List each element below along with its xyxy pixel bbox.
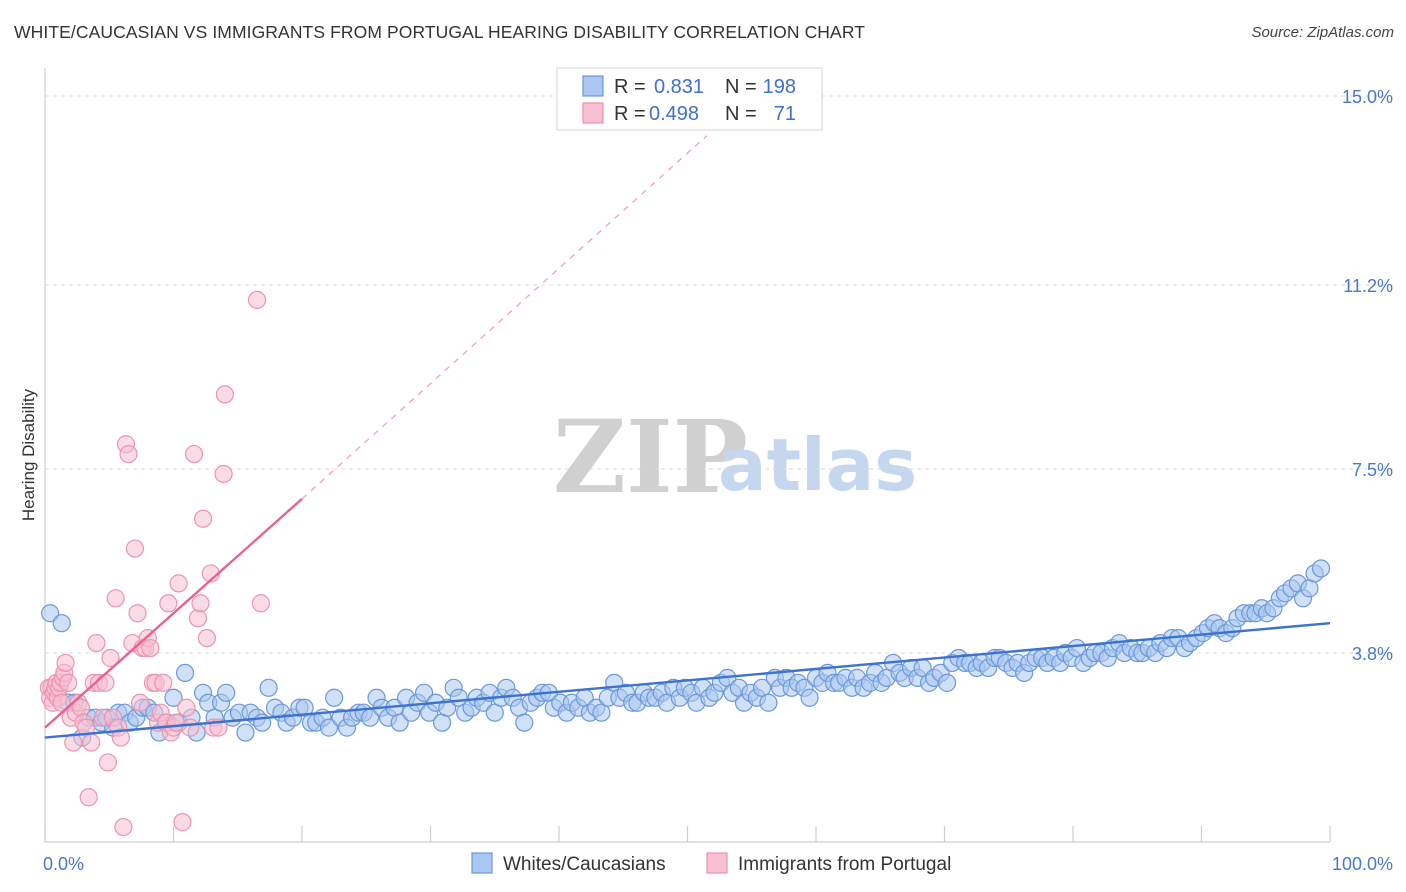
point-portugal bbox=[214, 464, 233, 484]
point-whites bbox=[390, 713, 409, 732]
y-tick-label: 7.5% bbox=[1352, 460, 1393, 480]
point-portugal bbox=[193, 509, 213, 528]
point-portugal bbox=[125, 539, 145, 558]
point-whites bbox=[217, 683, 236, 702]
x-tick-label-end: 100.0% bbox=[1332, 854, 1393, 874]
point-whites bbox=[800, 688, 819, 707]
point-whites bbox=[515, 713, 534, 732]
point-whites bbox=[41, 604, 60, 623]
point-portugal bbox=[191, 594, 210, 613]
point-portugal bbox=[188, 609, 208, 628]
point-portugal bbox=[154, 673, 173, 692]
point-portugal bbox=[251, 594, 270, 613]
correlation-legend: R = 0.831 N = 198 R = 0.498 N = 71 bbox=[556, 67, 823, 131]
point-portugal bbox=[114, 817, 133, 837]
legend-r-label-1: R = bbox=[614, 103, 646, 125]
bottom-legend-swatch-pink bbox=[706, 852, 728, 874]
axes bbox=[44, 68, 1331, 843]
legend-n-value-0: 198 bbox=[763, 76, 796, 98]
legend-n-label-1: N = bbox=[725, 103, 757, 125]
y-tick-label: 15.0% bbox=[1342, 87, 1393, 107]
point-portugal bbox=[141, 638, 160, 658]
series-immigrants-portugal bbox=[39, 290, 270, 837]
point-whites bbox=[759, 693, 778, 712]
point-portugal bbox=[128, 604, 147, 623]
point-portugal bbox=[56, 653, 75, 673]
x-tick-labels: 0.0% 100.0% bbox=[43, 854, 1393, 874]
point-whites bbox=[52, 614, 71, 633]
bottom-legend-label-1: Immigrants from Portugal bbox=[738, 854, 951, 875]
point-portugal bbox=[101, 648, 120, 668]
point-portugal bbox=[130, 693, 150, 712]
point-whites bbox=[259, 678, 278, 697]
legend-n-label-0: N = bbox=[725, 76, 757, 98]
x-tick-label-start: 0.0% bbox=[43, 854, 84, 874]
point-portugal bbox=[59, 673, 78, 692]
bottom-legend-swatch-blue bbox=[471, 852, 493, 874]
point-whites bbox=[236, 723, 255, 742]
point-portugal bbox=[184, 444, 204, 464]
point-portugal bbox=[106, 589, 125, 608]
bottom-legend-label-0: Whites/Caucasians bbox=[503, 854, 666, 875]
point-whites bbox=[325, 688, 344, 707]
point-whites bbox=[319, 718, 339, 737]
point-whites bbox=[438, 698, 457, 717]
legend-swatch-pink bbox=[582, 102, 604, 124]
legend-n-value-1: 71 bbox=[774, 103, 796, 125]
watermark-atlas: atlas bbox=[718, 423, 917, 507]
trend-line-whites bbox=[44, 621, 1331, 739]
point-portugal bbox=[98, 753, 118, 772]
point-portugal bbox=[79, 788, 98, 807]
point-portugal bbox=[82, 733, 101, 752]
point-portugal bbox=[111, 728, 130, 747]
legend-r-value-1: 0.498 bbox=[649, 103, 699, 125]
point-portugal bbox=[197, 628, 217, 648]
trend-lines bbox=[44, 135, 1331, 739]
trend-line-portugal bbox=[44, 497, 303, 729]
point-portugal bbox=[181, 718, 200, 737]
chart-title: WHITE/CAUCASIAN VS IMMIGRANTS FROM PORTU… bbox=[14, 22, 866, 42]
point-portugal bbox=[247, 290, 267, 310]
point-portugal bbox=[87, 633, 106, 653]
y-tick-labels: 3.8% 7.5% 11.2% 15.0% bbox=[1342, 87, 1393, 664]
point-portugal bbox=[169, 574, 188, 593]
point-portugal bbox=[159, 594, 178, 613]
legend-r-value-0: 0.831 bbox=[654, 76, 704, 98]
point-whites bbox=[164, 688, 183, 707]
series-legend: Whites/Caucasians Immigrants from Portug… bbox=[471, 852, 951, 875]
watermark-zip: ZIP bbox=[553, 398, 748, 516]
y-tick-label: 3.8% bbox=[1352, 644, 1393, 664]
point-whites bbox=[937, 673, 957, 692]
point-whites bbox=[414, 683, 434, 702]
legend-r-label-0: R = bbox=[614, 76, 646, 98]
y-tick-label: 11.2% bbox=[1343, 276, 1393, 296]
series-whites-caucasians bbox=[41, 559, 1331, 747]
point-portugal bbox=[177, 698, 196, 717]
point-portugal bbox=[215, 385, 234, 404]
point-whites bbox=[175, 663, 195, 683]
grid-lines bbox=[45, 95, 1393, 654]
point-portugal bbox=[173, 813, 192, 832]
point-portugal bbox=[119, 444, 138, 464]
source-label: Source: ZipAtlas.com bbox=[1251, 24, 1394, 41]
point-portugal bbox=[96, 673, 115, 692]
legend-swatch-blue bbox=[582, 75, 604, 97]
point-whites bbox=[1311, 559, 1331, 578]
y-axis-label: Hearing Disability bbox=[19, 388, 38, 521]
